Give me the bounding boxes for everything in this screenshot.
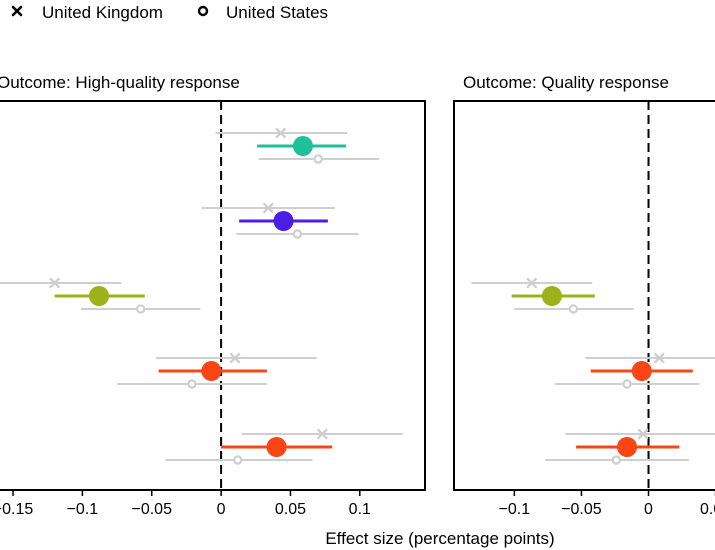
panel-1-row-1-uk-point — [275, 127, 286, 139]
legend-marker-us-icon — [197, 5, 209, 17]
panel-2-tick-label-1: −0.1 — [499, 501, 531, 518]
panel-1-tick-label-5: 0.05 — [275, 501, 306, 518]
panel-1-row-5-us-point — [233, 455, 243, 465]
panel-1-tick-label-2: −0.1 — [67, 501, 99, 518]
panel-2-row-3-pooled-point — [617, 437, 638, 457]
panel-1-tick-label-4: 0 — [217, 501, 226, 518]
panel-1-row-1-pooled-point — [292, 136, 313, 156]
legend: United Kingdom United States — [11, 3, 328, 22]
panel-1-tick-label-6: 0.1 — [349, 501, 371, 518]
panel-2-row-1-uk-point — [526, 277, 538, 289]
panel-1-row-2-pooled-point — [273, 211, 294, 231]
panel-1-row-3-uk-point — [49, 277, 60, 289]
panel-2-tick-label-3: 0 — [644, 501, 653, 518]
panel-1-row-3-pooled-point — [89, 286, 110, 306]
panel-2-x-axis: −0.1 −0.05 0 0.05 — [499, 490, 715, 518]
panel-2-row-2-uk-point — [654, 352, 665, 364]
panel-1-row-4-us-point — [187, 379, 197, 389]
panel-1-plot — [0, 101, 403, 490]
panel-1-row-3-us-point — [135, 304, 146, 314]
panel-2-tick-label-2: −0.05 — [561, 501, 602, 518]
panel-1-tick-label-3: −0.05 — [131, 501, 172, 518]
panel-1-row-1-us-point — [313, 154, 323, 164]
panel-1-row-4-uk-point — [229, 352, 241, 364]
panel-1-row-4-pooled-point — [201, 361, 222, 381]
panel-1-tick-label-1: −0.15 — [0, 501, 33, 518]
legend-label-uk: United Kingdom — [42, 3, 163, 22]
panel-2-row-1-us-point — [568, 304, 579, 314]
panel-1-title: Outcome: High-quality response — [0, 73, 240, 92]
panel-1-row-2-uk-point — [263, 202, 274, 214]
panel-2-title: Outcome: Quality response — [463, 73, 669, 92]
legend-label-us: United States — [226, 3, 328, 22]
panel-2-row-3-us-point — [611, 455, 622, 465]
panel-1-row-5-uk-point — [317, 428, 328, 440]
panel-2-plot — [471, 101, 715, 490]
panel-1-x-axis: −0.15 −0.1 −0.05 0 0.05 0.1 — [0, 490, 371, 518]
x-axis-label: Effect size (percentage points) — [325, 529, 554, 548]
panel-2-tick-label-4: 0.05 — [700, 501, 715, 518]
panel-2-row-2-us-point — [622, 379, 632, 389]
panel-2-row-3-uk-point — [637, 428, 649, 440]
panel-2-frame — [453, 100, 715, 491]
panel-1-frame — [0, 100, 426, 491]
panel-1-row-2-us-point — [292, 229, 303, 239]
panel-2-row-1-pooled-point — [541, 286, 562, 306]
panel-2-row-2-pooled-point — [631, 361, 652, 381]
panel-1-row-5-pooled-point — [266, 437, 287, 457]
legend-marker-uk-icon — [11, 5, 23, 17]
